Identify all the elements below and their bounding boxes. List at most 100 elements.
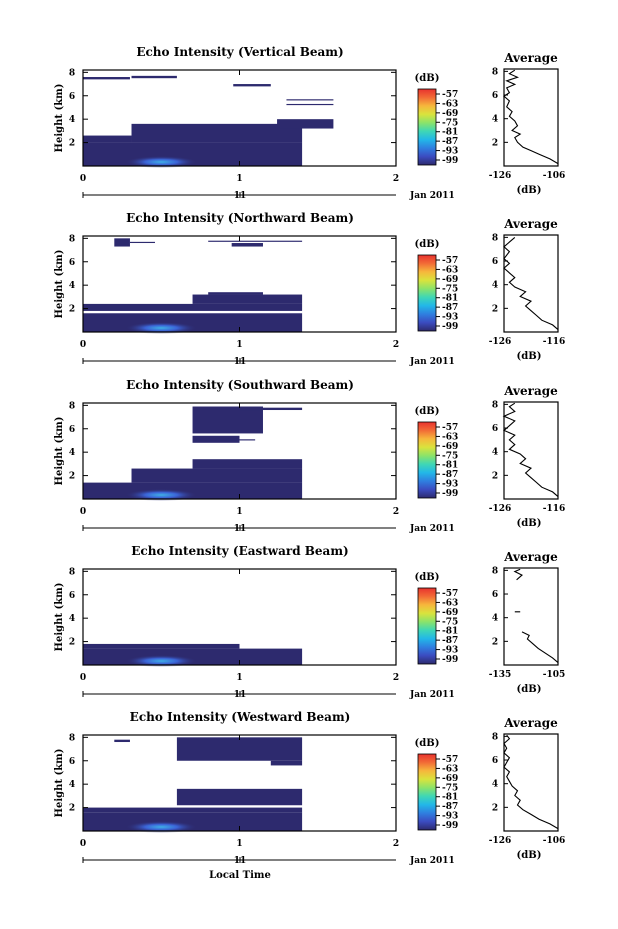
avg-y-tick-label: 4 (492, 281, 498, 291)
x-axis-label: Local Time (209, 870, 271, 881)
colorbar-tick-label: -69 (442, 442, 458, 452)
avg-y-tick-label: 4 (492, 448, 498, 458)
colorbar-tick-label: -93 (442, 480, 458, 490)
panel-title: Echo Intensity (Southward Beam) (126, 378, 354, 392)
echo-band (83, 303, 303, 311)
avg-y-tick-label: 8 (492, 400, 498, 410)
y-axis-label: Height (km) (54, 417, 65, 486)
avg-x-axis-label: (dB) (517, 684, 542, 695)
colorbar-tick-label: -87 (442, 802, 458, 812)
panel-title: Echo Intensity (Northward Beam) (126, 211, 354, 225)
x-tick-label: 0 (80, 673, 86, 683)
avg-x-tick-label: -126 (489, 504, 512, 514)
avg-y-tick-label: 8 (492, 67, 498, 77)
avg-y-tick-label: 6 (492, 91, 498, 101)
avg-y-tick-label: 4 (492, 115, 498, 125)
avg-y-tick-label: 2 (492, 803, 498, 813)
avg-title: Average (503, 550, 558, 564)
colorbar (417, 753, 437, 831)
avg-y-tick-label: 2 (492, 138, 498, 148)
avg-x-axis-label: (dB) (517, 850, 542, 861)
x-tick-label: 0 (80, 174, 86, 184)
avg-x-tick-label: -106 (543, 836, 566, 846)
y-tick-label: 4 (69, 448, 75, 458)
colorbar (417, 587, 437, 665)
panel-title: Echo Intensity (Westward Beam) (130, 710, 351, 724)
avg-title: Average (503, 217, 558, 231)
avg-title: Average (503, 716, 558, 730)
avg-x-tick-label: -135 (489, 670, 512, 680)
colorbar-tick-label: -81 (442, 627, 458, 637)
avg-x-tick-label: -126 (489, 337, 512, 347)
echo-core (125, 489, 198, 501)
echo-band (231, 243, 263, 247)
panel-2: Echo Intensity (Southward Beam) 2 4 6 8 Heigh… (54, 378, 565, 534)
echo-band (83, 135, 132, 143)
avg-y-tick-label: 8 (492, 566, 498, 576)
panel-1: Echo Intensity (Northward Beam) 2 4 6 8 Heigh… (54, 211, 565, 367)
echo-band (192, 459, 303, 469)
y-tick-label: 2 (69, 139, 75, 149)
avg-y-tick-label: 6 (492, 756, 498, 766)
day-label: 11 (234, 856, 247, 866)
avg-y-tick-label: 6 (492, 257, 498, 267)
day-label: 11 (234, 191, 247, 201)
y-tick-label: 8 (69, 401, 75, 411)
y-tick-label: 6 (69, 425, 75, 435)
colorbar-unit: (dB) (415, 73, 440, 84)
avg-y-tick-label: 4 (492, 780, 498, 790)
avg-frame (503, 234, 559, 333)
panel-title: Echo Intensity (Eastward Beam) (131, 544, 348, 558)
x-tick-label: 2 (393, 174, 399, 184)
colorbar-tick-label: -57 (442, 755, 458, 765)
avg-x-axis-label: (dB) (517, 518, 542, 529)
avg-x-axis-label: (dB) (517, 185, 542, 196)
x-tick-label: 1 (236, 839, 242, 849)
avg-frame (503, 567, 559, 666)
y-tick-label: 4 (69, 780, 75, 790)
avg-y-tick-label: 8 (492, 233, 498, 243)
echo-core (125, 156, 198, 168)
echo-band (83, 643, 240, 649)
colorbar-tick-label: -81 (442, 461, 458, 471)
y-tick-label: 8 (69, 68, 75, 78)
echo-core (125, 322, 198, 334)
echo-band (131, 468, 303, 483)
y-tick-label: 6 (69, 591, 75, 601)
y-tick-label: 4 (69, 614, 75, 624)
echo-band (223, 439, 256, 441)
day-label: 11 (234, 690, 247, 700)
echo-band (239, 407, 303, 411)
avg-profile-line (503, 236, 559, 331)
y-axis-label: Height (km) (54, 749, 65, 818)
echo-band (270, 760, 303, 766)
avg-frame (503, 733, 559, 832)
avg-y-tick-label: 2 (492, 471, 498, 481)
avg-title: Average (503, 384, 558, 398)
y-tick-label: 4 (69, 115, 75, 125)
date-label: Jan 2011 (409, 191, 455, 201)
date-label: Jan 2011 (409, 690, 455, 700)
colorbar-tick-label: -63 (442, 764, 458, 774)
avg-x-tick-label: -126 (489, 171, 512, 181)
colorbar-tick-label: -63 (442, 265, 458, 275)
echo-band (131, 75, 177, 79)
colorbar-tick-label: -75 (442, 783, 458, 793)
panel-title: Echo Intensity (Vertical Beam) (136, 45, 343, 59)
avg-y-tick-label: 6 (492, 424, 498, 434)
avg-title: Average (503, 51, 558, 65)
colorbar-tick-label: -99 (442, 156, 458, 166)
colorbar-tick-label: -81 (442, 793, 458, 803)
y-tick-label: 2 (69, 804, 75, 814)
y-tick-label: 2 (69, 305, 75, 315)
avg-y-tick-label: 2 (492, 637, 498, 647)
colorbar-tick-label: -75 (442, 118, 458, 128)
x-tick-label: 2 (393, 507, 399, 517)
colorbar-tick-label: -99 (442, 489, 458, 499)
y-axis-label: Height (km) (54, 250, 65, 319)
day-label: 11 (234, 524, 247, 534)
echo-band (277, 119, 334, 129)
colorbar-tick-label: -87 (442, 470, 458, 480)
echo-core (125, 821, 198, 833)
colorbar-tick-label: -57 (442, 256, 458, 266)
